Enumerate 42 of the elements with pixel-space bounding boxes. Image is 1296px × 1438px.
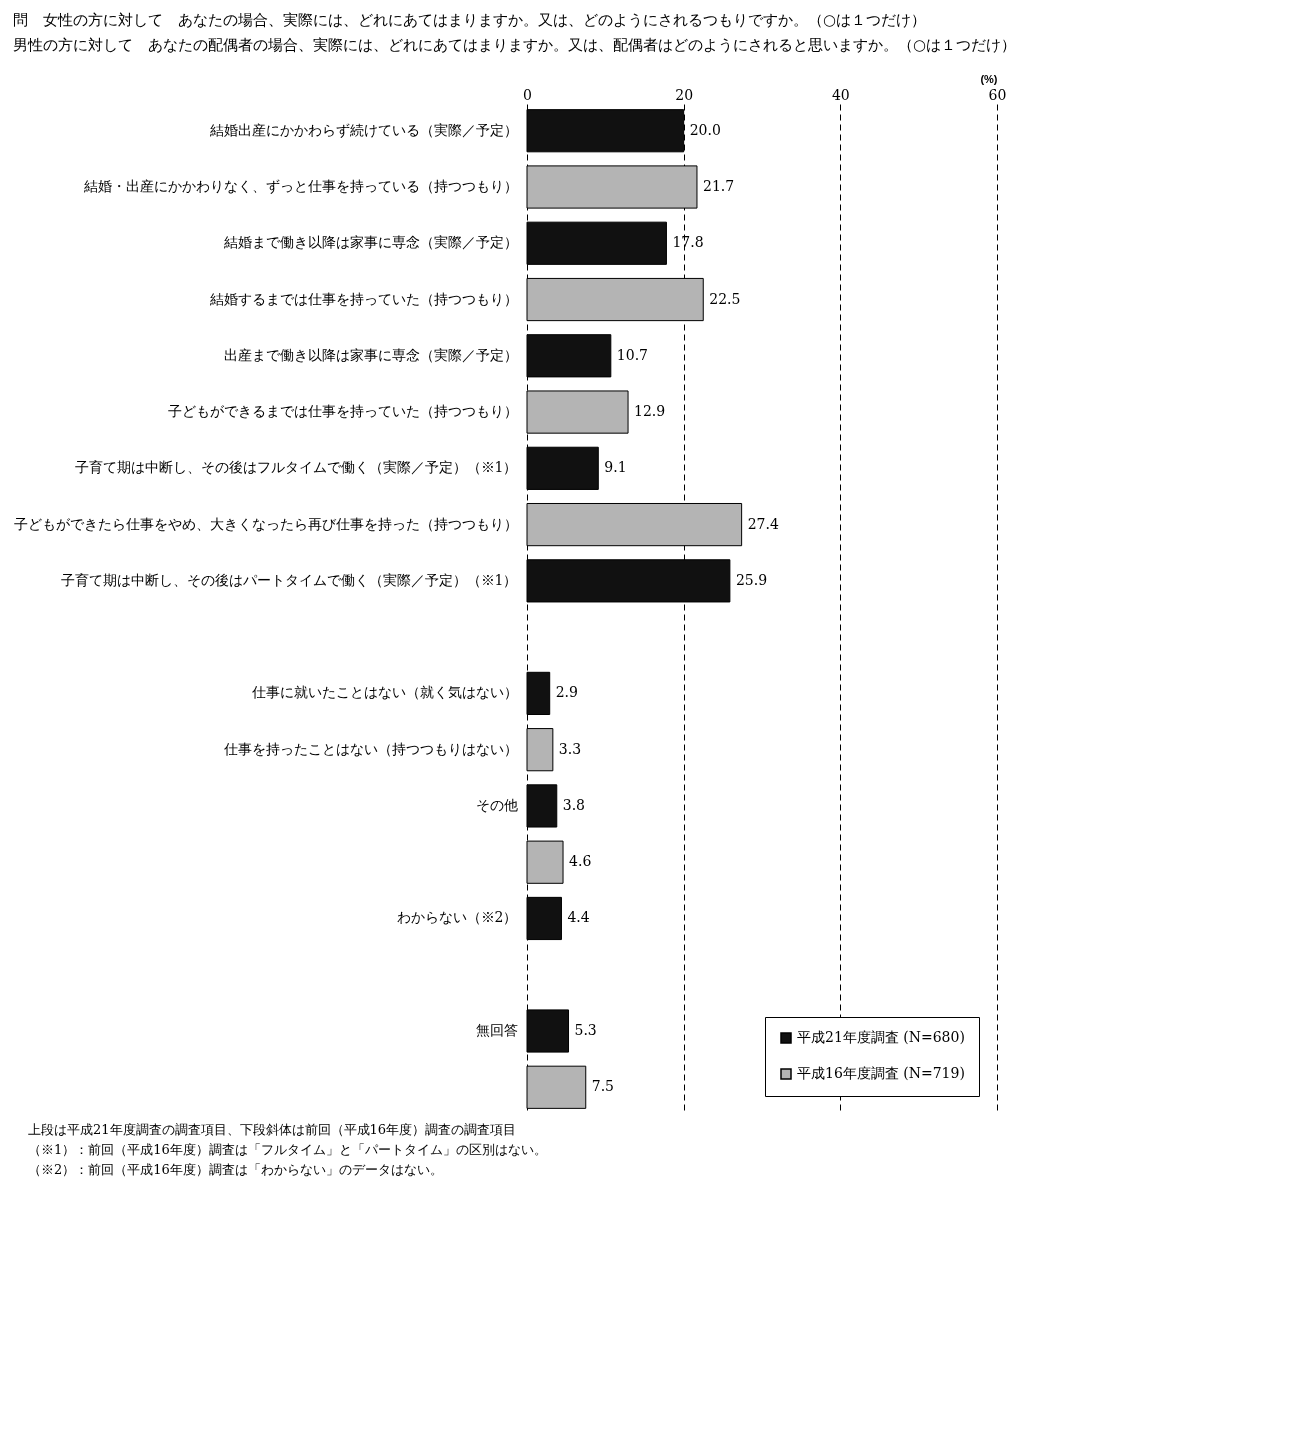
y-tick-label: 結婚出産にかかわらず続けている（実際／予定） bbox=[208, 121, 518, 138]
x-tick-label: 60 bbox=[988, 86, 1007, 103]
y-tick-label: わからない（※2） bbox=[396, 909, 518, 926]
data-label: 5.3 bbox=[574, 1022, 597, 1039]
data-label: 7.5 bbox=[591, 1078, 615, 1095]
data-label: 21.7 bbox=[702, 177, 735, 194]
x-tick-label: 20 bbox=[675, 86, 694, 103]
data-label: 4.6 bbox=[569, 853, 592, 870]
x-tick-label: 0 bbox=[523, 86, 532, 103]
data-label: 17.8 bbox=[672, 234, 704, 251]
legend-label: 平成16年度調査 (N=719) bbox=[797, 1065, 965, 1081]
y-tick-label: 子どもができたら仕事をやめ、大きくなったら再び仕事を持った（持つつもり） bbox=[13, 515, 518, 532]
data-label: 2.9 bbox=[555, 684, 578, 701]
y-tick-label: 子育て期は中断し、その後はフルタイムで働く（実際／予定）（※1） bbox=[74, 459, 518, 476]
chart-subtitle: 男性の方に対して あなたの配偶者の場合、実際には、どれにあてはまりますか。又は、配偶者はどのようにされると思いますか。（○は１つだけ） bbox=[13, 36, 1017, 54]
y-tick-label: 結婚まで働き以降は家事に専念（実際／予定） bbox=[222, 234, 518, 251]
data-label: 25.9 bbox=[735, 571, 768, 588]
y-tick-label: 子育て期は中断し、その後はパートタイムで働く（実際／予定）（※1） bbox=[60, 571, 518, 588]
data-label: 12.9 bbox=[634, 403, 666, 420]
legend-label: 平成21年度調査 (N=680) bbox=[797, 1029, 965, 1045]
y-tick-label: 出産まで働き以降は家事に専念（実際／予定） bbox=[223, 346, 518, 363]
data-label: 10.7 bbox=[616, 346, 648, 363]
x-axis-title: (%) bbox=[980, 72, 998, 85]
data-label: 4.4 bbox=[567, 909, 590, 926]
y-tick-label: 結婚するまでは仕事を持っていた（持つつもり） bbox=[208, 290, 518, 307]
data-label: 22.5 bbox=[709, 290, 741, 307]
data-label: 3.8 bbox=[562, 796, 586, 813]
x-tick-label: 40 bbox=[831, 86, 850, 103]
text: 上段は平成21年度調査の調査項目、下段斜体は前回（平成16年度）調査の調査項目 bbox=[28, 1121, 518, 1139]
text: （※2）：前回（平成16年度）調査は「わからない」のデータはない。 bbox=[28, 1161, 444, 1179]
y-tick-label: 結婚・出産にかかわりなく、ずっと仕事を持っている（持つつもり） bbox=[82, 177, 518, 194]
data-label: 27.4 bbox=[747, 515, 779, 532]
chart-title: 問 女性の方に対して あなたの場合、実際には、どれにあてはまりますか。又は、どのようにされるつもりですか。（○は１つだけ） bbox=[13, 11, 927, 29]
data-label: 20.0 bbox=[689, 121, 721, 138]
text: （※1）：前回（平成16年度）調査は「フルタイム」と「パートタイム」の区別はない。 bbox=[28, 1141, 548, 1159]
y-tick-label: 無回答 bbox=[475, 1022, 518, 1039]
data-label: 9.1 bbox=[604, 459, 627, 476]
y-tick-label: 仕事を持ったことはない（持つつもりはない） bbox=[222, 740, 518, 757]
y-tick-label: その他 bbox=[475, 796, 518, 813]
y-tick-label: 子どもができるまでは仕事を持っていた（持つつもり） bbox=[167, 403, 518, 420]
y-tick-label: 仕事に就いたことはない（就く気はない） bbox=[250, 684, 518, 701]
data-label: 3.3 bbox=[558, 740, 582, 757]
